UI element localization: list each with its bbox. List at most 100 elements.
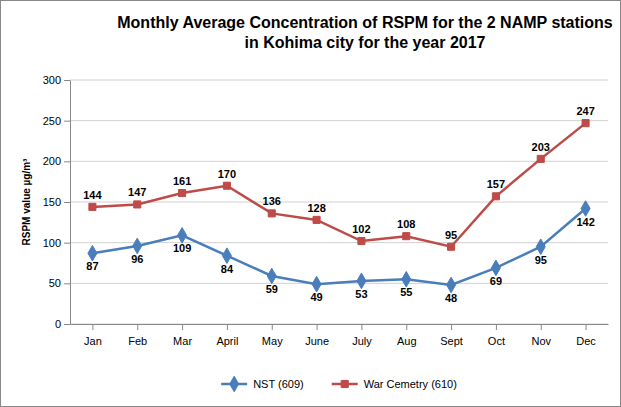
x-tick-mark <box>496 324 497 330</box>
data-label: 247 <box>576 105 594 117</box>
data-label: 49 <box>310 291 322 303</box>
series-line <box>92 123 585 247</box>
series-marker <box>313 216 320 223</box>
y-tick-mark <box>64 161 70 162</box>
data-label: 109 <box>173 242 191 254</box>
x-tick-label: Jan <box>84 335 102 347</box>
data-label: 95 <box>445 229 457 241</box>
legend-item: NST (609) <box>221 376 304 392</box>
x-tick-mark <box>451 324 452 330</box>
data-label: 157 <box>487 178 505 190</box>
grid-line <box>70 120 608 121</box>
x-axis: JanFebMarAprilMayJuneJulyAugSeptOctNovDe… <box>71 324 609 347</box>
x-tick-label: July <box>352 335 372 347</box>
series-marker <box>582 120 589 127</box>
title-line: in Kohima city for the year 2017 <box>245 34 486 51</box>
data-label: 95 <box>535 254 547 266</box>
series-marker <box>402 271 411 287</box>
data-label: 102 <box>352 223 370 235</box>
y-tick: 100 <box>43 237 70 249</box>
series-marker <box>178 228 187 244</box>
data-label: 142 <box>576 216 594 228</box>
y-tick-label: 0 <box>55 318 61 330</box>
data-label: 84 <box>221 263 234 275</box>
series-marker <box>223 182 230 189</box>
grid-line <box>70 324 608 325</box>
x-tick: Mar <box>173 324 192 347</box>
data-label: 48 <box>445 292 457 304</box>
x-tick: Dec <box>576 324 596 347</box>
x-tick: Feb <box>128 324 147 347</box>
series-marker <box>447 277 456 293</box>
grid-line <box>70 161 608 162</box>
series-marker <box>133 238 142 254</box>
legend-marker <box>230 376 239 392</box>
data-labels: 8796109845949535548699514214414716117013… <box>83 105 595 304</box>
legend-item: War Cemetry (610) <box>332 378 457 390</box>
data-label: 87 <box>86 260 98 272</box>
legend: NST (609) War Cemetry (610) <box>221 376 457 392</box>
x-tick-mark <box>227 324 228 330</box>
series-marker <box>358 238 365 245</box>
x-tick-label: Mar <box>173 335 192 347</box>
y-tick-label: 100 <box>43 237 61 249</box>
series-marker <box>537 155 544 162</box>
data-label: 203 <box>532 141 550 153</box>
title: Monthly Average Concentration of RSPM fo… <box>117 14 613 51</box>
x-axis-line <box>71 324 609 325</box>
grid <box>70 80 608 324</box>
data-label: 144 <box>83 189 102 201</box>
x-tick-label: June <box>305 335 329 347</box>
data-label: 55 <box>400 286 412 298</box>
series-marker <box>222 248 231 264</box>
data-label: 128 <box>307 202 325 214</box>
x-tick: Jan <box>84 324 102 347</box>
y-tick-mark <box>64 121 70 122</box>
x-tick-mark <box>137 324 138 330</box>
data-label: 96 <box>131 253 143 265</box>
x-tick-mark <box>92 324 93 330</box>
data-label: 136 <box>263 195 281 207</box>
x-tick: May <box>262 324 283 347</box>
y-tick-mark <box>64 202 70 203</box>
y-tick-mark <box>64 283 70 284</box>
y-tick: 150 <box>43 196 70 208</box>
x-tick: Nov <box>531 324 551 347</box>
series-marker <box>403 233 410 240</box>
title-line: Monthly Average Concentration of RSPM fo… <box>117 14 613 31</box>
plot-area <box>88 120 590 293</box>
x-tick-label: Aug <box>397 335 417 347</box>
x-tick-mark <box>406 324 407 330</box>
grid-line <box>70 80 608 81</box>
chart-border <box>1 1 621 407</box>
data-label: 147 <box>128 186 146 198</box>
x-tick: Oct <box>488 324 505 347</box>
y-tick-mark <box>64 80 70 81</box>
x-tick: April <box>216 324 238 347</box>
x-tick-label: Feb <box>128 335 147 347</box>
x-tick: Aug <box>397 324 417 347</box>
y-tick: 300 <box>43 74 70 86</box>
series-marker <box>491 260 500 276</box>
legend-label: NST (609) <box>253 378 304 390</box>
y-tick-label: 300 <box>43 74 61 86</box>
series-marker <box>179 190 186 197</box>
series-marker <box>89 203 96 210</box>
data-label: 69 <box>490 275 502 287</box>
x-tick-mark <box>586 324 587 330</box>
x-tick-mark <box>272 324 273 330</box>
x-tick: July <box>352 324 372 347</box>
y-tick-label: 150 <box>43 196 61 208</box>
data-label: 161 <box>173 175 191 187</box>
series-marker <box>88 245 97 261</box>
series-line <box>92 209 585 285</box>
x-tick-label: May <box>262 335 283 347</box>
y-tick-mark <box>64 324 70 325</box>
x-tick-label: Dec <box>576 335 596 347</box>
series-marker <box>536 239 545 255</box>
y-tick-mark <box>64 243 70 244</box>
series-marker <box>357 273 366 289</box>
series-marker <box>581 201 590 217</box>
data-label: 59 <box>266 283 278 295</box>
series-marker <box>267 268 276 284</box>
